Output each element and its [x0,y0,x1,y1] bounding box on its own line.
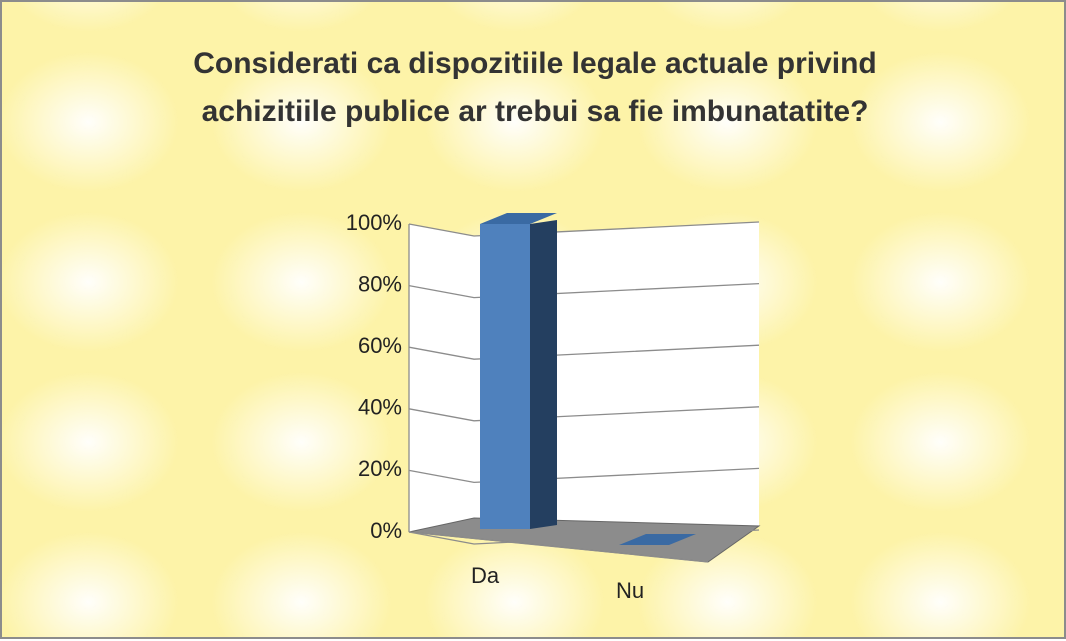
bar-top [480,213,557,224]
x-tick-label: Nu [616,578,644,603]
grid-line [408,406,760,422]
bar-top [619,534,696,545]
chart-title: Considerati ca dispozitiile legale actua… [193,47,877,128]
bar-side [530,220,557,529]
grid-line [408,221,760,237]
y-tick-label: 60% [358,333,402,358]
y-tick-label: 0% [370,518,402,543]
y-tick-label: 100% [346,210,402,235]
y-tick-label: 40% [358,395,402,420]
grid-line [408,282,760,299]
x-tick-label: Da [471,563,500,588]
floor [408,517,761,563]
y-tick-label: 80% [358,271,402,296]
grid-line [408,467,760,484]
side-wall [409,224,474,532]
x-axis [408,531,709,563]
grid-line [408,344,760,360]
y-tick-label: 20% [358,456,402,481]
bar [480,224,530,529]
